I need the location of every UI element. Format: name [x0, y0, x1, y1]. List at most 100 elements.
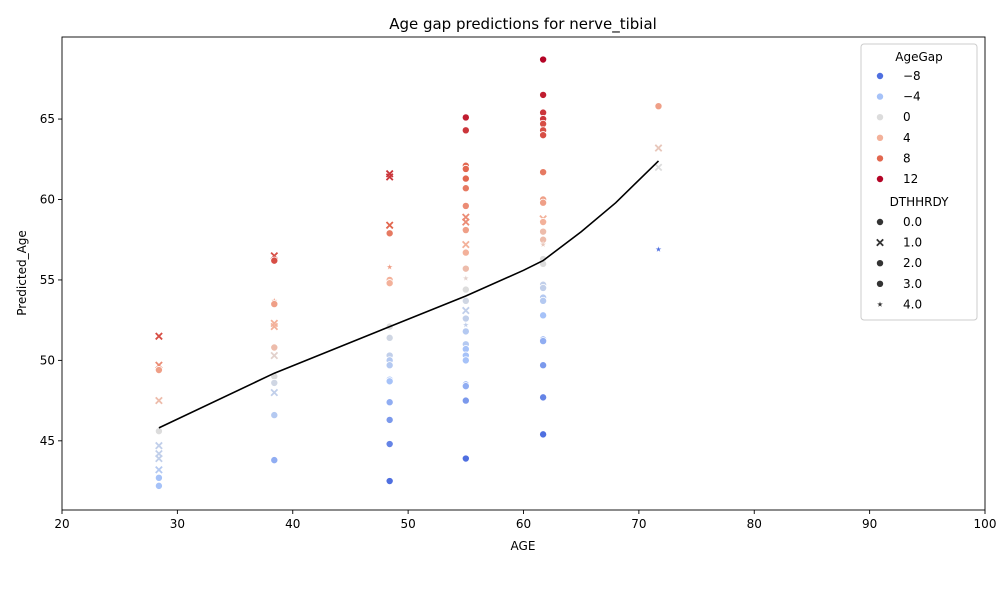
legend-style-label: 2.0: [903, 256, 922, 270]
data-point: [539, 218, 548, 227]
data-point: [461, 126, 470, 135]
data-point: [539, 240, 547, 248]
legend-hue-label: 12: [903, 172, 918, 186]
data-point: [270, 322, 279, 331]
data-point: [461, 327, 470, 336]
data-point: [385, 279, 394, 288]
data-point: [270, 388, 279, 397]
legend-style-label: 3.0: [903, 277, 922, 291]
x-tick-label: 90: [862, 517, 877, 531]
y-tick-label: 45: [40, 434, 55, 448]
x-axis: 20 30 40 50 60 70 80 90 100: [54, 510, 996, 531]
legend-hue-label: 0: [903, 110, 911, 124]
data-point: [655, 245, 662, 253]
legend-box: [860, 43, 978, 321]
data-point: [386, 263, 394, 271]
data-point: [385, 415, 394, 424]
legend-hue-swatch: [876, 154, 885, 163]
data-point: [461, 296, 470, 305]
x-tick-label: 30: [170, 517, 185, 531]
data-point: [385, 333, 394, 342]
data-point: [461, 248, 470, 257]
data-point: [654, 102, 663, 111]
data-point: [462, 274, 470, 282]
data-point: [539, 131, 548, 140]
data-point: [539, 337, 548, 346]
legend-style-swatch: [876, 259, 885, 268]
x-tick-label: 60: [516, 517, 531, 531]
chart-title: Age gap predictions for nerve_tibial: [389, 15, 657, 34]
data-point: [385, 398, 394, 407]
legend-style-swatch: [876, 217, 885, 226]
data-point: [461, 226, 470, 235]
data-points: [154, 55, 663, 490]
data-point: [385, 229, 394, 238]
data-point: [539, 361, 548, 370]
legend-hue-title: AgeGap: [895, 50, 942, 64]
data-point: [539, 168, 548, 177]
data-point: [461, 184, 470, 193]
data-point: [270, 300, 279, 309]
x-tick-label: 70: [631, 517, 646, 531]
data-point: [154, 366, 163, 375]
legend-hue-swatch: [876, 92, 885, 101]
data-point: [461, 264, 470, 273]
legend-style-swatch: [876, 279, 885, 288]
y-tick-label: 65: [40, 112, 55, 126]
data-point: [154, 427, 163, 436]
y-axis-label: Predicted_Age: [15, 230, 29, 316]
data-point: [385, 361, 394, 370]
data-point: [461, 218, 470, 226]
legend-hue-swatch: [876, 72, 885, 81]
x-tick-label: 20: [54, 517, 69, 531]
data-point: [461, 314, 470, 323]
legend-style-swatch: [876, 238, 884, 247]
data-point: [154, 481, 163, 490]
data-point: [270, 456, 279, 465]
legend-style-label: 1.0: [903, 236, 922, 250]
legend: AgeGap −8 −4 0 4 8 12 DTHHRDY 0.0 1.0 2.0 3.0 4.0: [860, 43, 978, 321]
data-point: [461, 454, 470, 463]
data-point: [461, 382, 470, 391]
data-point: [155, 441, 163, 450]
data-point: [461, 285, 470, 294]
data-point: [155, 332, 163, 341]
data-point: [539, 227, 548, 236]
data-point: [654, 144, 663, 152]
data-point: [462, 321, 470, 328]
data-point: [385, 173, 394, 181]
legend-hue-swatch: [876, 133, 885, 142]
data-point: [270, 411, 279, 420]
data-point: [385, 221, 394, 230]
legend-hue-label: 4: [903, 131, 911, 145]
data-point: [155, 465, 163, 474]
data-point: [270, 343, 279, 352]
legend-hue-entries: −8 −4 0 4 8 12: [876, 69, 921, 186]
legend-hue-swatch: [876, 113, 885, 122]
data-point: [539, 90, 548, 99]
data-point: [461, 356, 470, 365]
data-point: [539, 283, 548, 292]
data-point: [461, 164, 470, 173]
legend-style-label: 4.0: [903, 297, 922, 311]
data-point: [539, 296, 548, 305]
x-tick-label: 40: [285, 517, 300, 531]
data-point: [270, 378, 279, 387]
data-point: [539, 430, 548, 439]
data-point: [155, 396, 163, 405]
data-point: [270, 351, 279, 360]
y-tick-label: 60: [40, 192, 55, 206]
data-point: [539, 55, 548, 64]
y-tick-label: 50: [40, 353, 55, 367]
legend-hue-swatch: [876, 174, 885, 183]
data-point: [154, 473, 163, 482]
data-point: [270, 256, 279, 265]
data-point: [461, 201, 470, 210]
legend-hue-label: −4: [903, 90, 921, 104]
legend-style-title: DTHHRDY: [890, 195, 950, 209]
data-point: [539, 311, 548, 320]
data-point: [539, 198, 548, 207]
data-point: [155, 454, 163, 463]
data-point: [385, 377, 394, 386]
